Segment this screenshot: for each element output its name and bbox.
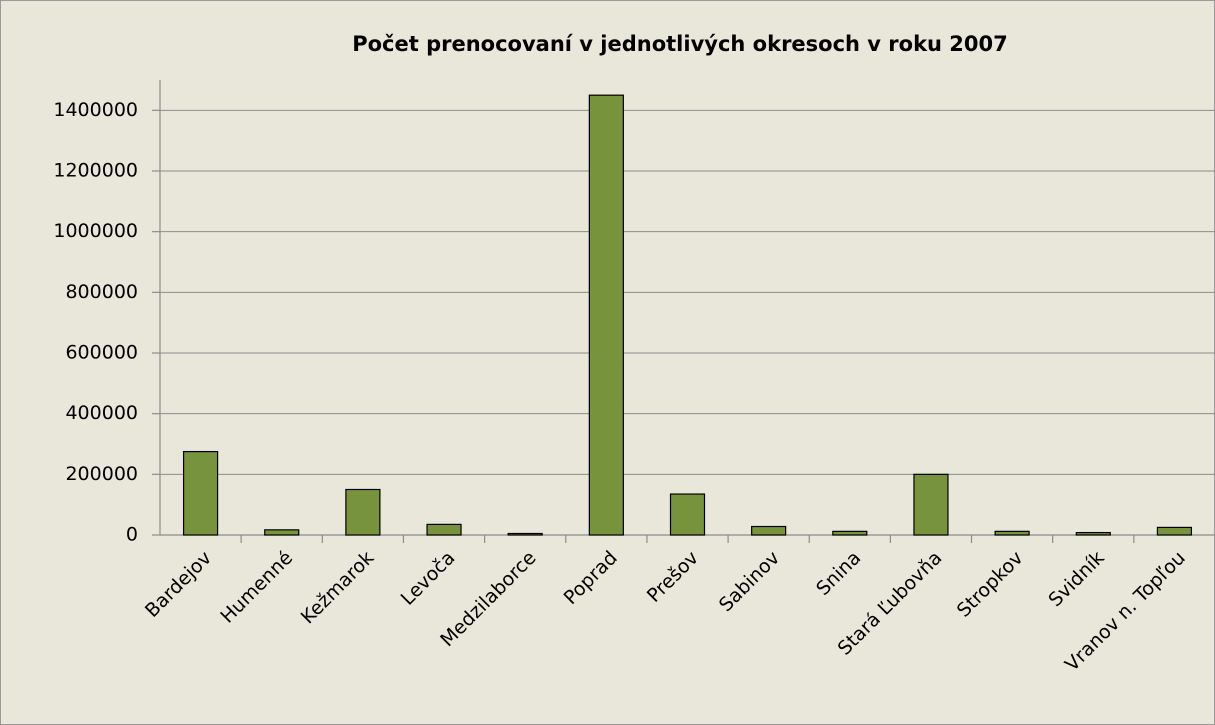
y-tick-label: 400000 <box>65 402 138 424</box>
y-tick-label: 600000 <box>65 342 138 364</box>
bar <box>345 488 381 536</box>
y-tick-label: 1200000 <box>53 160 138 182</box>
bar <box>507 532 543 536</box>
bar <box>669 493 706 536</box>
bar <box>426 523 462 536</box>
y-tick-label: 1000000 <box>53 220 138 242</box>
bar <box>182 450 219 536</box>
y-tick-label: 800000 <box>65 281 138 303</box>
bar <box>913 473 949 536</box>
bar <box>264 529 300 536</box>
bar <box>994 530 1030 536</box>
chart-title: Počet prenocovaní v jednotlivých okresoc… <box>352 32 1008 56</box>
y-tick-label: 200000 <box>65 463 138 485</box>
bar <box>832 530 868 536</box>
bar <box>1156 526 1193 536</box>
y-tick-label: 1400000 <box>53 99 138 121</box>
bar <box>751 525 787 536</box>
y-tick-label: 0 <box>126 524 138 546</box>
bar <box>1075 531 1111 536</box>
bar <box>588 94 624 536</box>
